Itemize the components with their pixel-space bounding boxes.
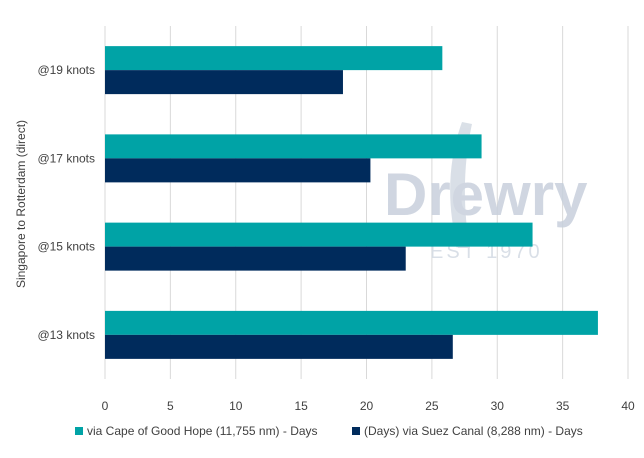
y-axis-title: Singapore to Rotterdam (direct) [14, 120, 28, 288]
x-tick-label: 15 [294, 399, 308, 413]
x-tick-label: 10 [229, 399, 243, 413]
legend-label: via Cape of Good Hope (11,755 nm) - Days [87, 424, 318, 438]
watermark-brand: Drewry [384, 161, 588, 228]
y-tick-label: @15 knots [37, 240, 95, 254]
legend: via Cape of Good Hope (11,755 nm) - Days… [75, 424, 583, 438]
bar-suez [105, 158, 371, 183]
legend-swatch [352, 427, 360, 435]
y-tick-label: @13 knots [37, 328, 95, 342]
bar-suez [105, 70, 343, 95]
x-tick-label: 35 [556, 399, 570, 413]
legend-label: (Days) via Suez Canal (8,288 nm) - Days [364, 424, 583, 438]
bar-suez [105, 334, 453, 359]
bars [105, 46, 598, 359]
bar-cape [105, 222, 533, 247]
x-tick-label: 25 [425, 399, 439, 413]
y-tick-label: @17 knots [37, 151, 95, 165]
y-tick-label: @19 knots [37, 63, 95, 77]
bar-suez [105, 246, 406, 271]
x-tick-label: 0 [102, 399, 109, 413]
bar-cape [105, 310, 598, 335]
legend-swatch [75, 427, 83, 435]
y-tick-labels: @19 knots @17 knots @15 knots @13 knots [37, 63, 95, 342]
x-tick-labels: 0 5 10 15 20 25 30 35 40 [102, 399, 635, 413]
x-tick-label: 20 [360, 399, 374, 413]
bar-cape [105, 134, 482, 159]
x-tick-label: 5 [167, 399, 174, 413]
x-tick-label: 40 [621, 399, 635, 413]
bar-cape [105, 46, 443, 71]
x-tick-label: 30 [491, 399, 505, 413]
